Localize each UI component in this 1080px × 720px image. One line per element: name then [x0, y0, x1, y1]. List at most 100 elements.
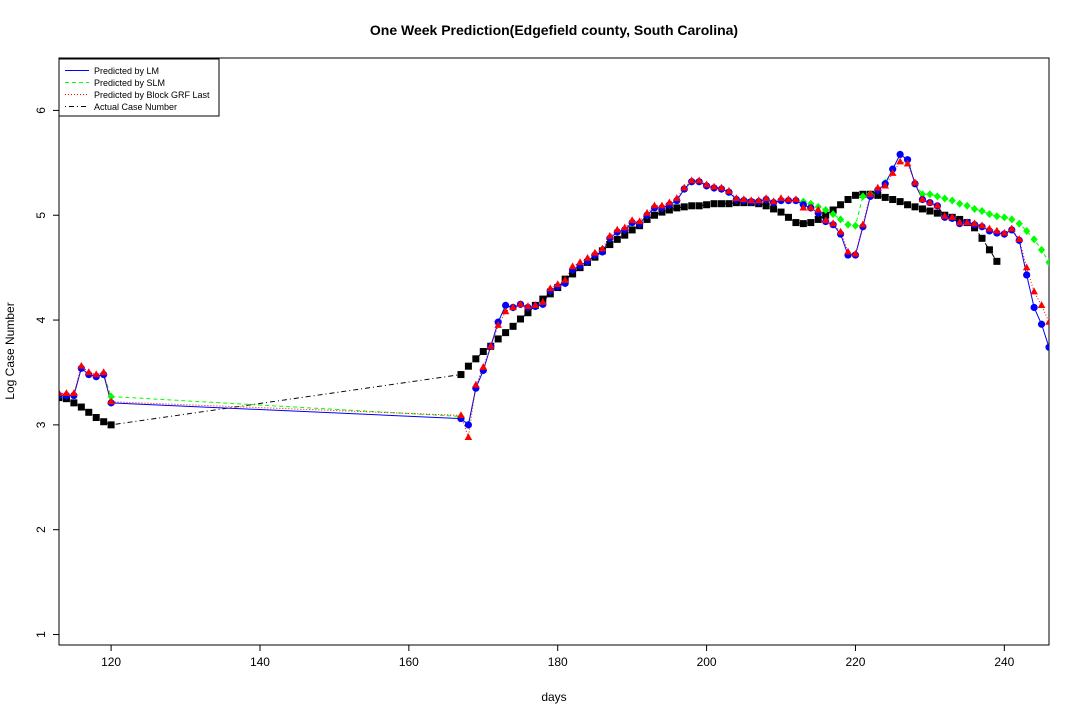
- data-point: [531, 301, 540, 308]
- data-point: [792, 219, 800, 227]
- data-point: [747, 196, 756, 204]
- data-point: [635, 217, 644, 225]
- data-point: [859, 220, 867, 228]
- data-point: [807, 219, 815, 227]
- data-point: [851, 249, 860, 257]
- data-point: [844, 196, 852, 204]
- data-point: [822, 211, 830, 219]
- data-point: [665, 198, 674, 206]
- data-point: [933, 209, 941, 217]
- data-point: [993, 226, 1001, 234]
- legend-label: Actual Case Number: [94, 102, 177, 112]
- data-point: [993, 212, 1001, 221]
- data-point: [1030, 287, 1038, 295]
- data-point: [569, 270, 577, 278]
- data-point: [673, 194, 681, 202]
- data-point: [464, 433, 473, 441]
- data-point: [777, 208, 785, 216]
- data-point: [956, 199, 964, 208]
- data-point: [77, 403, 85, 411]
- data-point: [1045, 258, 1049, 267]
- y-axis: 1 2 3 4 5 6: [34, 107, 60, 638]
- data-point: [821, 216, 830, 224]
- x-tick-label: 240: [994, 655, 1014, 669]
- data-point: [606, 241, 614, 249]
- data-point: [687, 176, 696, 184]
- data-point: [799, 220, 807, 228]
- data-point: [978, 221, 986, 229]
- data-point: [985, 246, 993, 254]
- y-tick-label: 2: [34, 526, 48, 533]
- data-point: [955, 218, 964, 226]
- data-point: [1015, 219, 1023, 228]
- data-point: [1030, 303, 1038, 312]
- data-point: [62, 389, 71, 397]
- data-point: [658, 208, 666, 216]
- legend-box: [58, 58, 220, 117]
- data-point: [963, 218, 971, 226]
- data-point: [851, 221, 860, 230]
- data-point: [777, 194, 785, 202]
- data-point: [859, 192, 867, 201]
- data-point: [1045, 317, 1049, 325]
- data-point: [628, 226, 636, 234]
- chart-title: One Week Prediction(Edgefield county, So…: [370, 22, 738, 38]
- data-point: [874, 191, 882, 199]
- data-point: [740, 195, 748, 203]
- data-point: [710, 182, 718, 190]
- data-point: [598, 244, 607, 252]
- data-point: [911, 203, 919, 211]
- data-point: [769, 197, 778, 205]
- data-point: [524, 309, 532, 317]
- data-point: [100, 418, 108, 426]
- data-point: [844, 220, 852, 229]
- data-point: [814, 215, 822, 223]
- data-point: [509, 303, 517, 311]
- data-point: [695, 176, 703, 184]
- data-point: [464, 421, 472, 429]
- data-point: [688, 202, 696, 210]
- data-point: [926, 207, 934, 215]
- data-point: [911, 178, 919, 186]
- data-point: [926, 198, 934, 206]
- data-point: [1022, 263, 1031, 271]
- data-point: [703, 201, 711, 209]
- data-point: [472, 355, 480, 363]
- series-line-2: [59, 161, 1049, 438]
- data-point: [479, 363, 488, 370]
- data-point: [822, 205, 830, 214]
- data-point: [896, 150, 904, 159]
- data-point: [725, 186, 733, 194]
- x-axis-label: days: [541, 690, 566, 704]
- data-point: [107, 421, 115, 429]
- data-point: [576, 258, 584, 266]
- data-point: [650, 211, 658, 219]
- legend-label: Predicted by LM: [94, 66, 159, 76]
- data-point: [107, 392, 115, 401]
- data-point: [70, 399, 78, 407]
- data-point: [70, 389, 78, 397]
- data-point: [479, 348, 487, 355]
- data-point: [829, 210, 837, 219]
- data-point: [658, 201, 666, 209]
- data-point: [539, 298, 547, 305]
- data-point: [762, 194, 770, 202]
- data-point: [702, 180, 711, 188]
- data-point: [99, 368, 108, 376]
- data-point: [680, 203, 688, 211]
- data-point: [918, 190, 927, 199]
- data-point: [836, 215, 845, 224]
- data-point: [583, 254, 592, 261]
- data-point: [896, 157, 904, 165]
- data-point: [762, 202, 770, 210]
- x-tick-label: 200: [697, 655, 717, 669]
- data-point: [494, 335, 502, 343]
- data-point: [888, 169, 897, 176]
- legend-label: Predicted by SLM: [94, 78, 165, 88]
- data-point: [1037, 245, 1046, 254]
- data-point: [904, 201, 912, 209]
- data-point: [814, 205, 823, 213]
- data-point: [524, 302, 532, 310]
- data-point: [92, 414, 100, 422]
- data-point: [978, 207, 986, 216]
